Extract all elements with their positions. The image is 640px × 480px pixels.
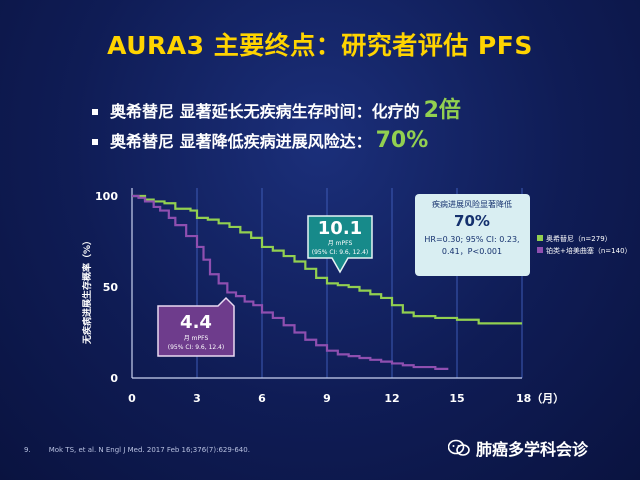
- finding-pfs-accent: 2倍: [423, 98, 461, 123]
- hr-box-line2: 0.41，P<0.001: [442, 247, 502, 256]
- finding-pfs-text: 奥希替尼 显著延长无疾病生存时间：化疗的: [110, 102, 420, 121]
- legend-label-chemo: 铂类+培美曲塞（n=140）: [546, 246, 632, 255]
- finding-risk: 奥希替尼 显著降低疾病进展风险达： 70%: [92, 126, 461, 156]
- footnote: 9. Mok TS, et al. N Engl J Med. 2017 Feb …: [24, 446, 268, 454]
- finding-risk-text: 奥希替尼 显著降低疾病进展风险达：: [110, 132, 372, 151]
- x-tick-label-4: 12: [384, 392, 399, 405]
- y-tick-label-1: 50: [103, 281, 119, 294]
- legend-swatch-osimertinib: [537, 235, 543, 241]
- x-tick-label-5: 15: [449, 392, 464, 405]
- footnote-number: 9.: [24, 446, 31, 454]
- watermark-text: 肺癌多学科会诊: [476, 440, 589, 459]
- y-tick-label-2: 100: [95, 190, 118, 203]
- watermark: 肺癌多学科会诊: [448, 436, 588, 460]
- x-tick-label-2: 6: [258, 392, 266, 405]
- hr-box-value: 70%: [454, 212, 490, 230]
- chemo-median-ci: (95% CI: 9.6, 12.4): [168, 344, 225, 351]
- y-tick-label-0: 0: [110, 372, 118, 385]
- key-findings: 奥希替尼 显著延长无疾病生存时间：化疗的 2倍 奥希替尼 显著降低疾病进展风险达：…: [92, 96, 461, 156]
- x-tick-label-6: 18（月）: [516, 392, 564, 405]
- y-axis-label: 无疾病进展生存概率（%）: [81, 236, 93, 345]
- hr-box-title: 疾病进展风险显著降低: [432, 199, 512, 209]
- hr-box: [415, 194, 530, 276]
- series-line-chemo: [132, 194, 449, 370]
- osimertinib-median-value: 10.1: [318, 218, 362, 239]
- legend-swatch-chemo: [537, 247, 543, 253]
- hr-box-line1: HR=0.30; 95% CI: 0.23,: [424, 235, 519, 244]
- finding-pfs: 奥希替尼 显著延长无疾病生存时间：化疗的 2倍: [92, 96, 461, 126]
- chemo-median-callout: [157, 296, 235, 357]
- series-line-osimertinib: [132, 194, 522, 325]
- osimertinib-median-unit: 月 mPFS: [328, 240, 353, 247]
- osimertinib-median-callout: [307, 215, 373, 274]
- x-tick-label-0: 0: [128, 392, 136, 405]
- osimertinib-median-ci: (95% CI: 9.6, 12.4): [312, 249, 369, 256]
- footnote-text: Mok TS, et al. N Engl J Med. 2017 Feb 16…: [48, 446, 250, 454]
- legend-label-osimertinib: 奥希替尼（n=279）: [546, 234, 612, 243]
- wechat-icon: [448, 439, 470, 456]
- chemo-median-unit: 月 mPFS: [184, 335, 209, 342]
- slide-title: AURA3 主要终点：研究者评估 PFS: [107, 31, 533, 60]
- x-tick-label-1: 3: [193, 392, 201, 405]
- chemo-median-value: 4.4: [180, 312, 212, 333]
- finding-risk-accent: 70%: [375, 128, 429, 153]
- x-tick-label-3: 9: [323, 392, 331, 405]
